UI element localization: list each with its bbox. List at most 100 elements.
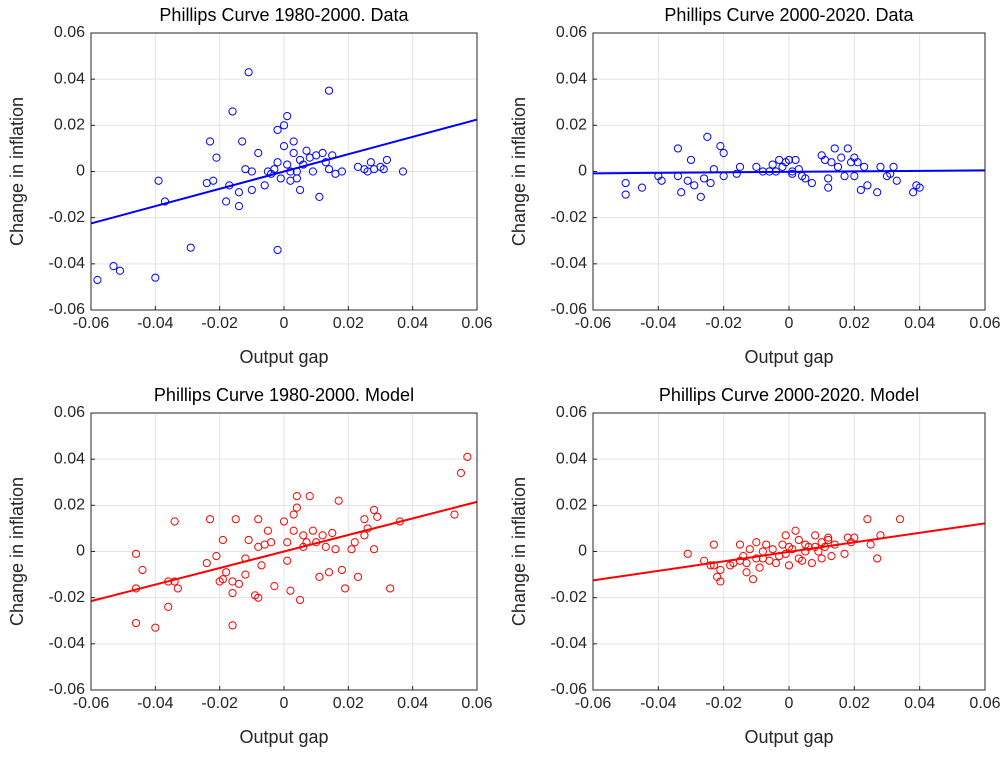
- fit-line: [90, 500, 478, 603]
- data-point: [254, 515, 263, 524]
- y-tick-label: 0.04: [54, 450, 85, 467]
- data-point: [273, 158, 282, 167]
- x-tick-label: -0.04: [137, 695, 174, 712]
- data-point: [827, 552, 836, 561]
- data-point: [238, 137, 247, 146]
- data-point: [131, 549, 141, 558]
- x-tick-label: 0.06: [969, 315, 1000, 332]
- data-point: [850, 172, 859, 181]
- data-point: [735, 162, 745, 171]
- y-tick-label: 0.06: [556, 404, 587, 421]
- x-tick-label: 0.02: [839, 695, 870, 712]
- y-tick-label: -0.06: [551, 301, 588, 318]
- data-point: [279, 517, 289, 526]
- chart-title: Phillips Curve 1980-2000. Model: [154, 385, 414, 405]
- x-tick-label: 0.04: [904, 315, 935, 332]
- y-tick-label: -0.04: [551, 635, 588, 652]
- data-point: [794, 165, 803, 174]
- fit-line: [90, 118, 478, 225]
- x-tick-label: 0.04: [397, 315, 428, 332]
- data-point: [151, 273, 160, 282]
- data-point: [463, 452, 472, 461]
- data-point: [234, 202, 244, 211]
- data-point: [398, 167, 408, 176]
- data-point: [292, 503, 301, 512]
- data-point: [299, 531, 308, 540]
- data-point: [228, 588, 237, 598]
- data-point: [817, 554, 826, 563]
- data-point: [716, 142, 725, 151]
- data-point: [745, 545, 754, 554]
- data-point: [873, 188, 882, 197]
- data-point: [382, 155, 392, 165]
- data-point: [915, 183, 924, 192]
- data-point: [205, 137, 215, 146]
- plot-marks: [592, 132, 986, 201]
- data-point: [289, 510, 298, 519]
- data-point: [797, 556, 807, 565]
- data-point: [292, 492, 301, 501]
- data-point: [286, 586, 295, 595]
- y-tick-label: -0.02: [49, 589, 86, 606]
- data-point: [170, 517, 179, 526]
- x-tick-label: -0.02: [201, 315, 238, 332]
- data-point: [283, 538, 292, 547]
- y-tick-label: 0.06: [54, 404, 85, 421]
- data-point: [830, 144, 839, 153]
- y-tick-label: 0: [76, 163, 85, 180]
- data-point: [93, 275, 102, 285]
- data-point: [305, 492, 314, 501]
- plot-marks: [90, 452, 478, 632]
- data-point: [218, 575, 227, 584]
- data-point: [360, 515, 369, 524]
- plot-marks: [90, 68, 478, 285]
- x-tick-label: 0.02: [839, 315, 870, 332]
- data-point: [683, 176, 692, 185]
- x-tick-label: 0: [785, 315, 794, 332]
- data-point: [909, 188, 918, 197]
- y-tick-label: 0.04: [556, 450, 587, 467]
- data-point: [292, 174, 301, 183]
- subplot: -0.06 -0.04 -0.02 0 0.02 0.04 0.06 -0.06 -0.04 -0…: [7, 385, 493, 747]
- data-point: [673, 144, 683, 153]
- x-tick-label: 0: [785, 695, 794, 712]
- data-point: [788, 169, 797, 178]
- data-point: [257, 561, 266, 570]
- data-point: [892, 176, 901, 185]
- data-point: [247, 167, 256, 176]
- data-point: [347, 545, 356, 554]
- data-point: [324, 568, 334, 577]
- data-point: [283, 160, 292, 169]
- data-point: [781, 531, 790, 540]
- y-tick-label: -0.06: [49, 681, 86, 698]
- x-axis-label: Output gap: [744, 347, 833, 367]
- data-point: [804, 542, 813, 551]
- data-point: [318, 531, 327, 540]
- data-point: [247, 185, 256, 195]
- data-point: [369, 505, 379, 515]
- data-point: [270, 582, 279, 591]
- data-point: [270, 165, 279, 174]
- fit-line: [592, 522, 986, 582]
- data-point: [807, 178, 816, 188]
- data-point: [321, 158, 330, 167]
- data-point: [699, 174, 709, 183]
- data-point: [318, 148, 327, 158]
- x-tick-label: -0.06: [73, 695, 110, 712]
- data-point: [843, 144, 852, 153]
- x-tick-label: 0: [280, 315, 289, 332]
- data-point: [677, 188, 686, 197]
- y-tick-label: 0: [578, 163, 587, 180]
- subplot: -0.06 -0.04 -0.02 0 0.02 0.04 0.06 -0.06 -0.04 -0…: [509, 385, 1001, 747]
- y-tick-label: -0.02: [551, 209, 588, 226]
- data-point: [752, 554, 761, 563]
- data-point: [768, 160, 777, 169]
- fit-line: [592, 169, 986, 175]
- data-point: [244, 535, 253, 545]
- data-point: [637, 183, 647, 192]
- data-point: [244, 68, 253, 77]
- data-point: [331, 545, 340, 554]
- data-point: [752, 538, 761, 547]
- data-point: [164, 602, 173, 612]
